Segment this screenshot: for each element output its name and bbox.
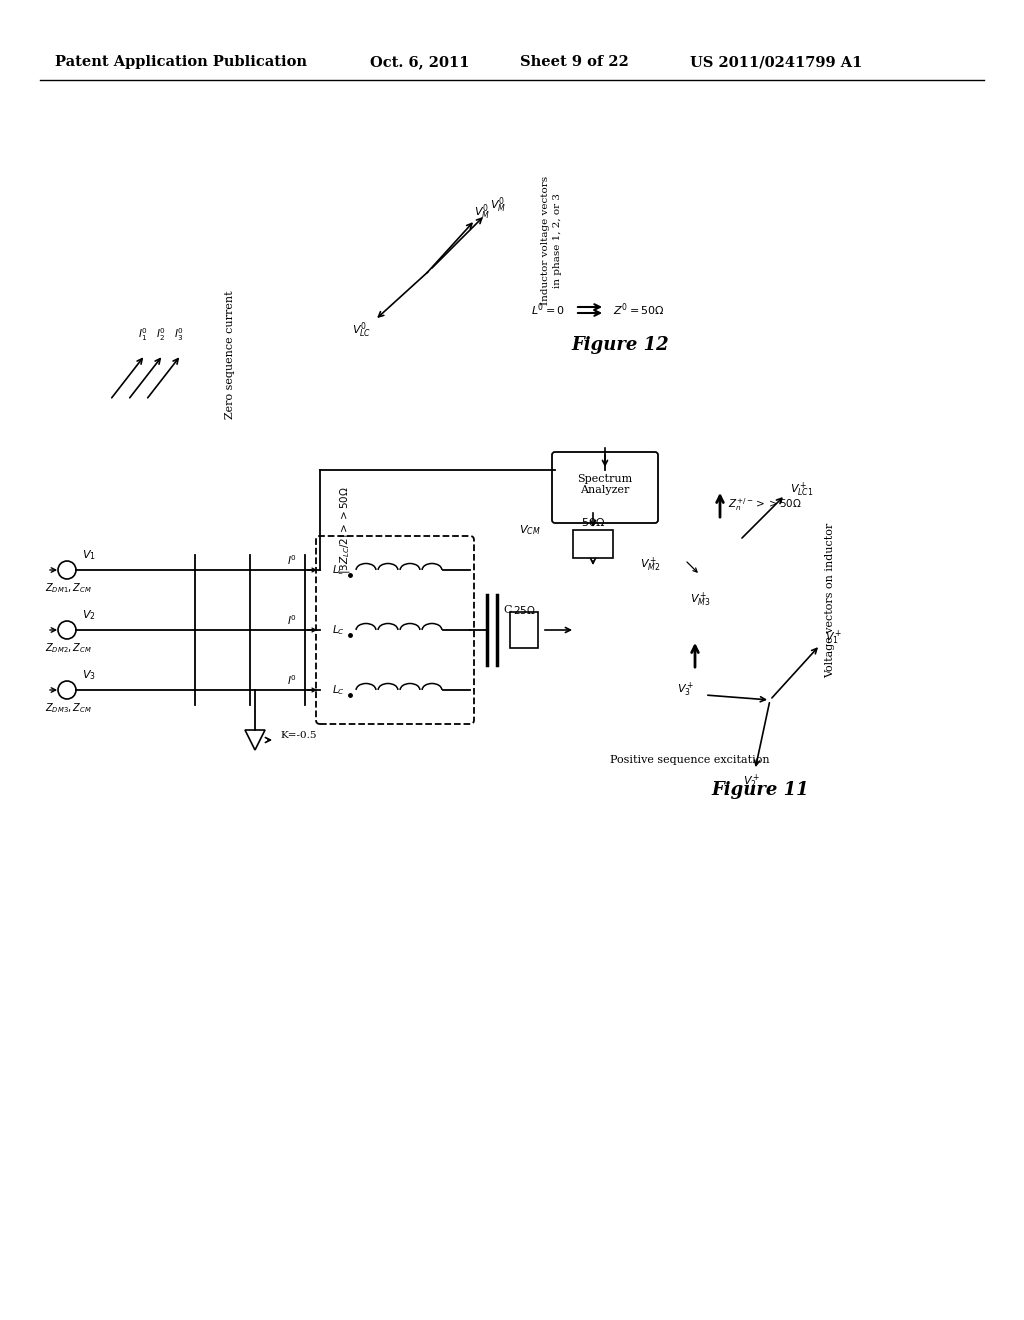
Text: $I^0$: $I^0$ bbox=[287, 612, 297, 627]
Text: $V_3$: $V_3$ bbox=[82, 668, 96, 682]
Text: $Z_{DM3}, Z_{CM}$: $Z_{DM3}, Z_{CM}$ bbox=[45, 701, 92, 715]
Text: $V_{M2}^+$: $V_{M2}^+$ bbox=[640, 556, 660, 574]
Text: $V_M^0$: $V_M^0$ bbox=[474, 202, 490, 222]
Text: $L_C$: $L_C$ bbox=[332, 684, 344, 697]
Text: $I^0$: $I^0$ bbox=[287, 673, 297, 686]
Text: $|3Z_{LC}/2| >> 50\Omega$: $|3Z_{LC}/2| >> 50\Omega$ bbox=[338, 486, 352, 574]
Text: $50\Omega$: $50\Omega$ bbox=[581, 516, 605, 528]
Text: $I^0$: $I^0$ bbox=[287, 553, 297, 566]
Text: $V_{CM}$: $V_{CM}$ bbox=[519, 523, 541, 537]
Text: $Z_{DM2}, Z_{CM}$: $Z_{DM2}, Z_{CM}$ bbox=[45, 642, 92, 655]
Text: $V_2^+$: $V_2^+$ bbox=[743, 772, 761, 791]
Text: Zero sequence current: Zero sequence current bbox=[225, 290, 234, 420]
Text: $L_C$: $L_C$ bbox=[332, 623, 344, 636]
Text: Figure 11: Figure 11 bbox=[712, 781, 809, 799]
Text: Sheet 9 of 22: Sheet 9 of 22 bbox=[520, 55, 629, 69]
Text: $I_3^0$: $I_3^0$ bbox=[174, 326, 184, 343]
Text: K=-0.5: K=-0.5 bbox=[280, 730, 316, 739]
Text: $L^0 = 0$: $L^0 = 0$ bbox=[530, 302, 565, 318]
Text: US 2011/0241799 A1: US 2011/0241799 A1 bbox=[690, 55, 862, 69]
Text: Spectrum
Analyzer: Spectrum Analyzer bbox=[578, 474, 633, 495]
Text: Inductor voltage vectors: Inductor voltage vectors bbox=[541, 176, 550, 305]
Text: in phase 1, 2, or 3: in phase 1, 2, or 3 bbox=[554, 193, 562, 288]
Bar bbox=[510, 612, 538, 648]
Text: $L_C$: $L_C$ bbox=[332, 564, 344, 577]
Text: C: C bbox=[503, 605, 512, 615]
Text: $V_{M3}^+$: $V_{M3}^+$ bbox=[690, 591, 711, 609]
Text: Positive sequence excitation: Positive sequence excitation bbox=[610, 755, 770, 766]
Text: Patent Application Publication: Patent Application Publication bbox=[55, 55, 307, 69]
Text: $Z_n^{+/-} >> 50\Omega$: $Z_n^{+/-} >> 50\Omega$ bbox=[728, 496, 802, 513]
Text: $Z_{DM1}, Z_{CM}$: $Z_{DM1}, Z_{CM}$ bbox=[45, 581, 92, 595]
Text: $V_1$: $V_1$ bbox=[82, 548, 96, 562]
Text: $V_M^0$: $V_M^0$ bbox=[489, 195, 506, 215]
Text: Voltage vectors on inductor: Voltage vectors on inductor bbox=[825, 523, 835, 677]
Bar bbox=[573, 531, 613, 558]
Text: $I_1^0$: $I_1^0$ bbox=[138, 326, 148, 343]
Text: $V_{LC1}^+$: $V_{LC1}^+$ bbox=[790, 480, 814, 499]
Text: $V_3^+$: $V_3^+$ bbox=[678, 681, 695, 700]
Text: Figure 12: Figure 12 bbox=[571, 337, 669, 354]
Text: $25\Omega$: $25\Omega$ bbox=[513, 605, 536, 616]
Text: $V_1^+$: $V_1^+$ bbox=[825, 628, 843, 647]
Text: $I_2^0$: $I_2^0$ bbox=[156, 326, 166, 343]
Text: $V_{LC}^0$: $V_{LC}^0$ bbox=[352, 321, 372, 339]
Text: $Z^0 = 50\Omega$: $Z^0 = 50\Omega$ bbox=[613, 302, 665, 318]
Text: Oct. 6, 2011: Oct. 6, 2011 bbox=[370, 55, 469, 69]
Text: $V_2$: $V_2$ bbox=[82, 609, 96, 622]
